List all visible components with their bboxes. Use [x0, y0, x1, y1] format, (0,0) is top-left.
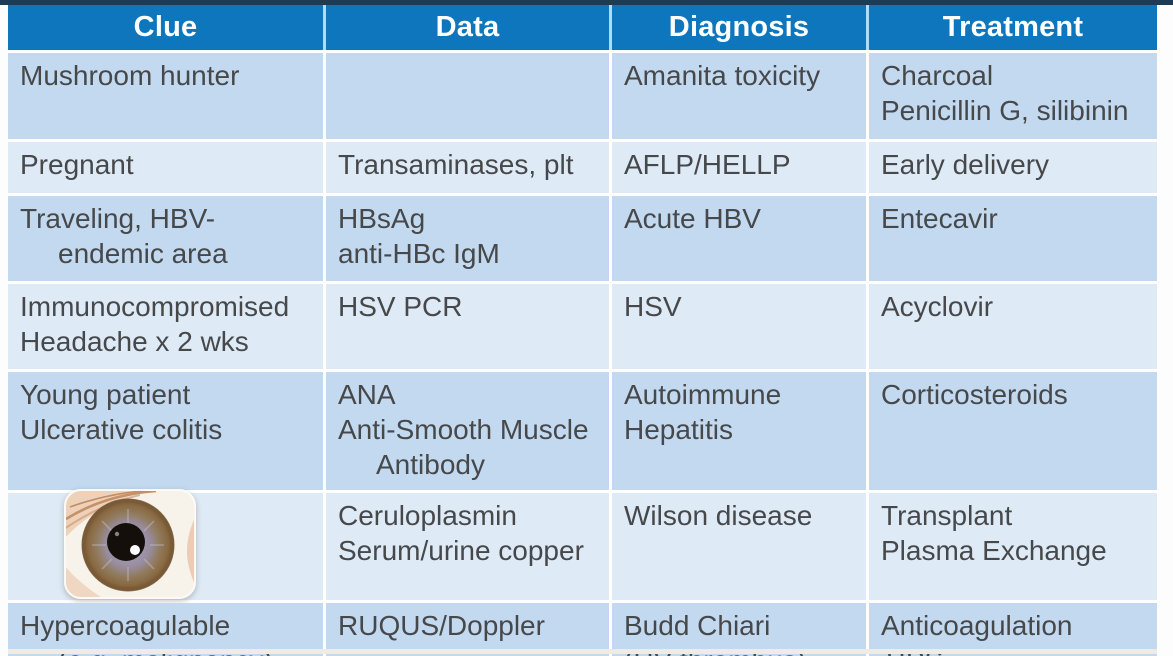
cell-line: HBsAg — [338, 203, 426, 234]
column-header-treatment: Treatment — [869, 5, 1157, 50]
table-row-acute-hbv: Traveling, HBV- endemic area HBsAg anti-… — [8, 196, 1157, 281]
cell-line: Early delivery — [881, 149, 1050, 180]
cell-treatment: Early delivery — [869, 142, 1157, 193]
cell-line: Ceruloplasmin — [338, 500, 517, 531]
cell-data: ANA Anti-Smooth Muscle Antibody — [326, 372, 609, 490]
cell-line: Immunocompromised — [20, 291, 290, 322]
cell-diagnosis: Amanita toxicity — [612, 53, 866, 139]
cell-line: Ulcerative colitis — [20, 414, 223, 445]
cell-treatment: Acyclovir — [869, 284, 1157, 369]
cell-data-empty — [326, 53, 609, 139]
cell-line: Corticosteroids — [881, 379, 1068, 410]
cell-line: Budd Chiari — [624, 610, 771, 641]
cell-data: HBsAg anti-HBc IgM — [326, 196, 609, 281]
kayser-fleischer-ring-eye-image — [64, 489, 196, 599]
diagnosis-table: Clue Data Diagnosis Treatment Mushroom h… — [8, 5, 1157, 656]
cell-diagnosis: Autoimmune Hepatitis — [612, 372, 866, 490]
cell-line: Plasma Exchange — [881, 535, 1107, 566]
table-row-budd-chiari: Hypercoagulable (e.g. malignancy) RUQUS/… — [8, 603, 1157, 656]
cell-line: Traveling, HBV- — [20, 203, 216, 234]
cell-line: Hypercoagulable — [20, 610, 231, 641]
cell-line: anti-HBc IgM — [338, 238, 500, 269]
cell-clue: Pregnant — [8, 142, 323, 193]
cell-diagnosis: Wilson disease — [612, 493, 866, 600]
cell-line: RUQUS/Doppler — [338, 610, 545, 641]
table-row-aflp-hellp: Pregnant Transaminases, plt AFLP/HELLP E… — [8, 142, 1157, 193]
cell-line: Anti-Smooth Muscle — [338, 414, 589, 445]
table-row-autoimmune-hepatitis: Young patient Ulcerative colitis ANA Ant… — [8, 372, 1157, 490]
cell-treatment: Transplant Plasma Exchange — [869, 493, 1157, 600]
cell-line: HSV — [624, 291, 682, 322]
cell-line: Charcoal — [881, 60, 994, 91]
cell-data: RUQUS/Doppler — [326, 603, 609, 656]
cell-line: Young patient — [20, 379, 191, 410]
cell-line: Pregnant — [20, 149, 134, 180]
column-header-clue: Clue — [8, 5, 323, 50]
cell-line: Serum/urine copper — [338, 535, 584, 566]
table-header-row: Clue Data Diagnosis Treatment — [8, 5, 1157, 50]
cell-line: Transplant — [881, 500, 1013, 531]
cell-line: Anticoagulation — [881, 610, 1073, 641]
cell-line: AFLP/HELLP — [624, 149, 791, 180]
table-row-amanita: Mushroom hunter Amanita toxicity Charcoa… — [8, 53, 1157, 139]
cell-line: Entecavir — [881, 203, 998, 234]
table-row-hsv: Immunocompromised Headache x 2 wks HSV P… — [8, 284, 1157, 369]
cell-line: Autoimmune — [624, 379, 782, 410]
cell-clue-eye-photo — [8, 489, 323, 600]
cell-line: Amanita toxicity — [624, 60, 821, 91]
cell-line: endemic area — [58, 238, 228, 269]
cell-line: Penicillin G, silibinin — [881, 95, 1129, 126]
cell-diagnosis: HSV — [612, 284, 866, 369]
cell-line: Mushroom hunter — [20, 60, 240, 91]
slide-top-edge — [0, 0, 1173, 5]
cell-clue: Hypercoagulable (e.g. malignancy) — [8, 603, 323, 656]
cell-line: Acyclovir — [881, 291, 994, 322]
cell-treatment: Corticosteroids — [869, 372, 1157, 490]
cell-line: Acute HBV — [624, 203, 761, 234]
cell-line: Headache x 2 wks — [20, 326, 249, 357]
cell-treatment: Entecavir — [869, 196, 1157, 281]
cell-clue: Immunocompromised Headache x 2 wks — [8, 284, 323, 369]
cell-clue: Young patient Ulcerative colitis — [8, 372, 323, 490]
cell-treatment: Charcoal Penicillin G, silibinin — [869, 53, 1157, 139]
cell-data: Ceruloplasmin Serum/urine copper — [326, 493, 609, 600]
cell-line: Antibody — [376, 449, 485, 480]
cell-line: Wilson disease — [624, 500, 813, 531]
cell-line: HSV PCR — [338, 291, 463, 322]
cell-data: Transaminases, plt — [326, 142, 609, 193]
slide-bottom-edge — [8, 649, 1157, 654]
cell-treatment: Anticoagulation TIPS — [869, 603, 1157, 656]
cell-clue: Traveling, HBV- endemic area — [8, 196, 323, 281]
column-header-data: Data — [326, 5, 609, 50]
column-header-diagnosis: Diagnosis — [612, 5, 866, 50]
table-row-wilson-disease: Ceruloplasmin Serum/urine copper Wilson … — [8, 489, 1157, 600]
cell-diagnosis: Acute HBV — [612, 196, 866, 281]
cell-clue: Mushroom hunter — [8, 53, 323, 139]
cell-line: ANA — [338, 379, 396, 410]
cell-line: Hepatitis — [624, 414, 733, 445]
cell-line: Transaminases, plt — [338, 149, 574, 180]
cell-diagnosis: AFLP/HELLP — [612, 142, 866, 193]
cell-data: HSV PCR — [326, 284, 609, 369]
